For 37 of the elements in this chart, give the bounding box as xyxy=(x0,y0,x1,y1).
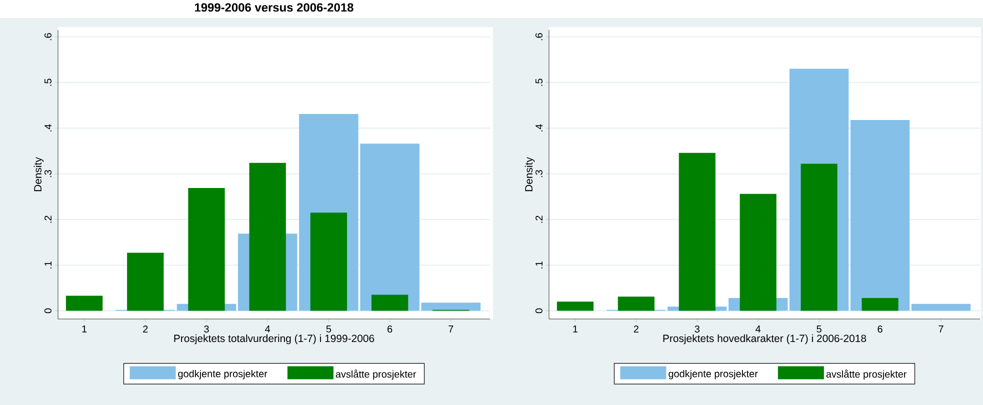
y-tick-label: .3 xyxy=(44,170,52,178)
y-tick-label: .6 xyxy=(44,33,52,40)
x-tick-label: 7 xyxy=(448,326,454,332)
x-tick-label: 5 xyxy=(326,326,332,332)
legend-label: avslåtte prosjekter xyxy=(336,370,416,380)
x-tick-label: 3 xyxy=(694,326,700,333)
legend-label: godkjente prosjekter xyxy=(178,370,268,380)
y-tick-label: .1 xyxy=(44,261,52,268)
x-tick-label: 7 xyxy=(938,326,944,332)
legend-label: avslåtte prosjekter xyxy=(826,370,907,380)
y-tick-label: .5 xyxy=(44,78,52,86)
chart-title: 1999-2006 versus 2006-2018 xyxy=(194,3,354,12)
x-axis-title: Prosjektets totalvurdering (1-7) i 1999-2006 xyxy=(174,334,374,344)
y-tick-label: .3 xyxy=(535,170,542,178)
y-tick-label: .5 xyxy=(536,78,542,86)
x-tick-label: 5 xyxy=(816,326,822,332)
x-tick-label: 2 xyxy=(143,326,148,332)
y-tick-label: 0 xyxy=(535,308,542,314)
x-tick-label: 2 xyxy=(634,326,638,332)
x-tick-label: 1 xyxy=(82,326,87,332)
x-tick-label: 6 xyxy=(878,326,882,333)
x-tick-label: 4 xyxy=(265,326,270,332)
y-axis-title: Density xyxy=(524,157,535,192)
x-axis-title: Prosjektets hovedkarakter (1-7) i 2006-2018 xyxy=(663,334,866,344)
y-tick-label: .4 xyxy=(536,124,542,132)
y-tick-label: .2 xyxy=(536,216,542,223)
legend-label: godkjente prosjekter xyxy=(668,370,758,380)
y-tick-label: .2 xyxy=(44,216,52,223)
y-tick-label: .1 xyxy=(536,261,542,268)
y-tick-label: 0 xyxy=(44,308,52,314)
x-tick-label: 1 xyxy=(573,326,578,332)
x-tick-label: 3 xyxy=(204,326,209,333)
y-axis-title: Density xyxy=(34,157,44,192)
x-tick-label: 6 xyxy=(388,326,392,333)
y-tick-label: .6 xyxy=(535,33,542,40)
x-tick-label: 4 xyxy=(756,326,761,332)
y-tick-label: .4 xyxy=(44,124,52,132)
